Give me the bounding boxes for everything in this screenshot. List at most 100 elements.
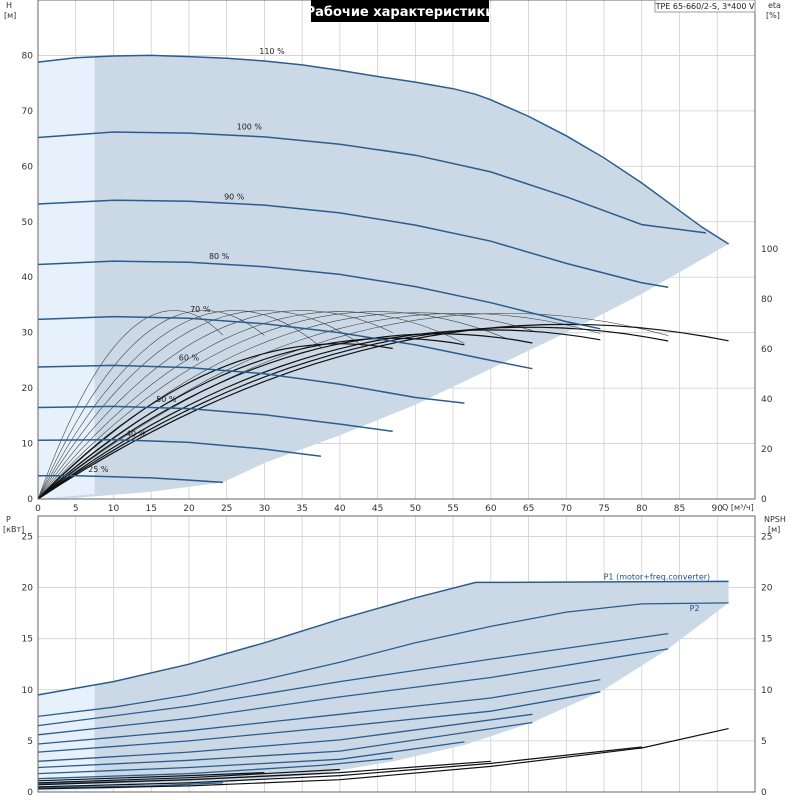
power-light-zone: [38, 684, 95, 791]
npsh-tick-label: 10: [761, 686, 773, 696]
x-tick-label: 25: [221, 504, 232, 514]
speed-curve-label: 80 %: [209, 252, 230, 261]
power-curves: [37, 580, 729, 789]
eta-tick-label: 40: [761, 395, 773, 405]
h-tick-label: 70: [22, 107, 34, 117]
power-curve: [37, 691, 601, 753]
p-tick-label: 5: [27, 737, 33, 747]
speed-curve-labels: 110 % 100 % 90 % 80 % 70 % 60 % 50 % 40 % 25 %: [88, 47, 285, 474]
eta-tick-label: 60: [761, 345, 773, 355]
x-tick-label: 30: [259, 504, 271, 514]
efficiency-curve: [37, 310, 363, 500]
power-curve: [37, 632, 669, 727]
speed-curve: [37, 364, 465, 404]
speed-curve-label: 90 %: [224, 193, 245, 202]
power-plot-frame: [37, 515, 756, 793]
npsh-curve: [37, 772, 265, 782]
qh-light-zone: [38, 57, 95, 499]
efficiency-curves-thick: [37, 323, 729, 500]
p1-curve-label: P1 (motor+freq.converter): [604, 572, 711, 581]
efficiency-curve: [37, 310, 393, 500]
x-tick-label: 15: [145, 504, 156, 514]
x-tick-label: 10: [108, 504, 120, 514]
x-tick-label: 90: [712, 504, 724, 514]
efficiency-curve-main: [37, 323, 729, 500]
speed-curve-label: 50 %: [156, 395, 177, 404]
x-tick-label: 75: [598, 504, 609, 514]
x-tick-label: 40: [334, 504, 346, 514]
speed-curve: [37, 260, 601, 330]
npsh-axis-label: NPSH: [764, 515, 786, 524]
eta-axis-label: eta: [768, 1, 781, 10]
x-tick-label: 45: [372, 504, 383, 514]
npsh-tick-label: 20: [761, 584, 773, 594]
efficiency-curve: [37, 311, 507, 500]
speed-curve: [37, 54, 730, 245]
npsh-curve: [37, 746, 642, 788]
power-tick-labels: 0 5 10 15 20 25 0 5 10 15 20 25: [22, 532, 773, 798]
speed-curve-label: 110 %: [259, 47, 285, 56]
h-tick-label: 80: [22, 51, 34, 61]
speed-curve: [37, 315, 533, 370]
speed-curve-label: 100 %: [237, 123, 263, 132]
power-curve: [37, 741, 465, 775]
speed-curve: [37, 405, 393, 433]
efficiency-curve: [37, 310, 265, 500]
efficiency-curve: [37, 310, 224, 500]
npsh-tick-label: 0: [761, 788, 767, 798]
p-axis-label: P: [6, 515, 11, 524]
q-axis-label: Q [м³/ч]: [722, 503, 754, 512]
h-axis-label: H: [6, 1, 12, 10]
power-curve: [37, 602, 729, 718]
npsh-tick-label: 5: [761, 737, 767, 747]
speed-curve-label: 40 %: [126, 429, 147, 438]
chart-title: Рабочие характеристики: [306, 5, 495, 20]
npsh-curve: [37, 760, 491, 786]
power-curve: [37, 648, 669, 736]
power-curve: [37, 782, 223, 789]
h-tick-label: 40: [22, 273, 34, 283]
efficiency-curve: [37, 310, 322, 500]
model-box: [654, 0, 756, 13]
h-tick-label: 10: [22, 440, 34, 450]
p1-curve: [37, 580, 729, 696]
h-tick-label: 20: [22, 384, 34, 394]
efficiency-curve: [37, 312, 669, 500]
qh-plot-frame: [37, 0, 756, 500]
p-axis-unit: [кВт]: [3, 525, 24, 534]
x-tick-label: 55: [447, 504, 458, 514]
power-chart: 0 5 10 15 20 25 0 5 10 15 20 25 P [кВт] NPSH [м] P1…: [3, 515, 786, 798]
speed-curve: [37, 131, 706, 234]
h-axis-unit: [м]: [4, 11, 16, 20]
p-tick-label: 0: [27, 788, 33, 798]
npsh-axis-unit: [м]: [768, 525, 780, 534]
title-background: [311, 0, 489, 22]
speed-curve-label: 70 %: [190, 305, 211, 314]
h-tick-label: 60: [22, 162, 34, 172]
h-tick-label: 0: [27, 495, 33, 505]
power-curve: [37, 678, 601, 745]
speed-curve-label: 25 %: [88, 465, 109, 474]
speed-curve: [37, 199, 669, 288]
p-tick-label: 25: [22, 532, 33, 542]
eta-tick-label: 80: [761, 295, 773, 305]
qh-operating-envelope: [38, 55, 729, 499]
x-tick-label: 65: [523, 504, 534, 514]
qh-chart: 110 % 100 % 90 % 80 % 70 % 60 % 50 % 40 % 25 % 0…: [4, 0, 781, 514]
eta-tick-label: 100: [761, 245, 778, 255]
x-tick-label: 0: [35, 504, 41, 514]
eta-axis-unit: [%]: [766, 11, 780, 20]
qh-tick-labels: 0 5 10 15 20 25 30 35 40 45 50 55 60 65 70 75 80 85 90 0 10 2…: [22, 51, 779, 514]
model-label: TPE 65-660/2-S, 3*400 V: [655, 2, 755, 11]
x-tick-label: 50: [410, 504, 422, 514]
p-tick-label: 15: [22, 635, 33, 645]
power-curve: [37, 757, 393, 780]
x-tick-label: 60: [485, 504, 497, 514]
npsh-curve: [37, 728, 729, 790]
npsh-tick-label: 15: [761, 635, 772, 645]
power-curve: [37, 721, 533, 769]
h-tick-label: 30: [22, 329, 34, 339]
x-tick-label: 70: [561, 504, 573, 514]
speed-curve: [37, 438, 322, 458]
